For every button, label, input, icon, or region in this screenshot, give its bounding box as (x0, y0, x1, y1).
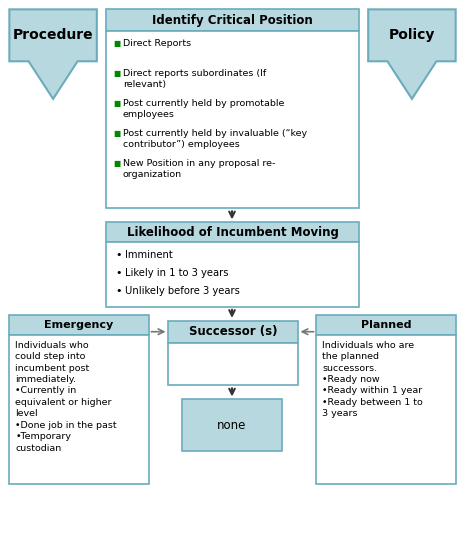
Text: New Position in any proposal re-
organization: New Position in any proposal re- organiz… (123, 158, 275, 179)
Text: ■: ■ (114, 99, 121, 108)
Bar (168, 321, 298, 343)
Bar (9, 315, 148, 335)
Text: Emergency: Emergency (44, 320, 113, 330)
Text: Direct reports subordinates (If
relevant): Direct reports subordinates (If relevant… (123, 69, 266, 89)
Bar (182, 400, 282, 451)
Bar (106, 242, 359, 307)
Text: Individuals who
could step into
incumbent post
immediately.
•Currently in
equiva: Individuals who could step into incumben… (15, 341, 117, 453)
Text: Procedure: Procedure (13, 28, 93, 43)
Bar (9, 335, 148, 484)
Text: •: • (116, 268, 122, 278)
Text: •: • (116, 286, 122, 296)
Text: Unlikely before 3 years: Unlikely before 3 years (125, 286, 239, 296)
Text: ■: ■ (114, 129, 121, 138)
Bar (106, 9, 359, 31)
Bar (317, 315, 456, 335)
Text: Likely in 1 to 3 years: Likely in 1 to 3 years (125, 268, 228, 278)
Text: Post currently held by invaluable (“key
contributor”) employees: Post currently held by invaluable (“key … (123, 129, 307, 149)
Text: •: • (116, 250, 122, 260)
Text: Direct Reports: Direct Reports (123, 39, 191, 48)
Text: Likelihood of Incumbent Moving: Likelihood of Incumbent Moving (126, 226, 339, 238)
Bar (168, 343, 298, 385)
Text: ■: ■ (114, 158, 121, 168)
Text: Imminent: Imminent (125, 250, 173, 260)
Text: Identify Critical Position: Identify Critical Position (152, 14, 313, 27)
Bar (317, 335, 456, 484)
Text: Planned: Planned (361, 320, 412, 330)
Text: Policy: Policy (389, 28, 435, 43)
Text: ■: ■ (114, 39, 121, 48)
Text: Individuals who are
the planned
successors.
•Ready now
•Ready within 1 year
•Rea: Individuals who are the planned successo… (322, 341, 423, 418)
Bar (106, 222, 359, 242)
Text: ■: ■ (114, 69, 121, 78)
Text: none: none (217, 419, 247, 432)
Text: Successor (s): Successor (s) (189, 325, 277, 338)
Polygon shape (368, 9, 456, 99)
Text: Post currently held by promotable
employees: Post currently held by promotable employ… (123, 99, 284, 119)
Polygon shape (9, 9, 97, 99)
Bar (106, 31, 359, 208)
